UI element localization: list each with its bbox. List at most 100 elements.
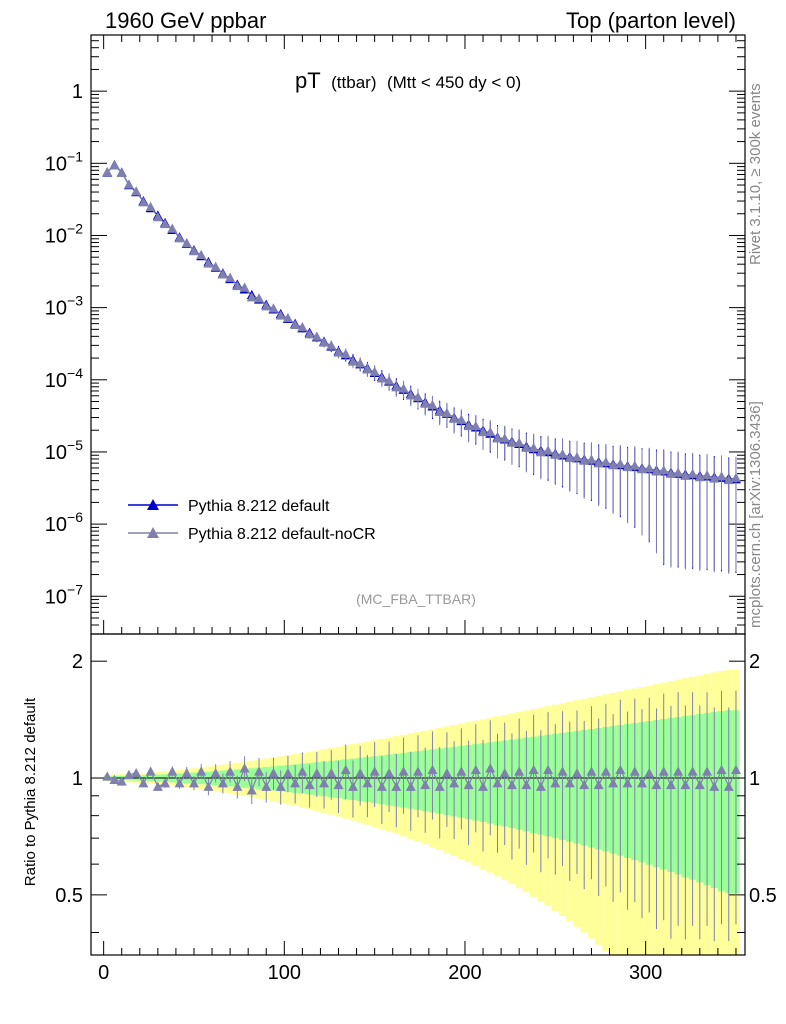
ratio-data-point: [550, 778, 561, 788]
main-plot-panel: 110−110−210−310−410−510−610−7: [45, 34, 746, 635]
ratio-data-point: [290, 778, 301, 788]
data-point: [160, 218, 171, 229]
data-point: [521, 442, 532, 452]
title-main: pT: [295, 68, 321, 93]
ratio-data-point: [384, 768, 395, 778]
ratio-data-point: [608, 778, 619, 788]
data-point: [637, 464, 648, 474]
ratio-data-point: [687, 766, 698, 776]
main-yaxis-ticks: 110−110−210−310−410−510−610−7: [45, 34, 745, 635]
ratio-data-point: [261, 781, 272, 791]
data-point: [608, 459, 619, 470]
data-point: [210, 261, 221, 271]
data-point: [665, 468, 676, 478]
data-point: [564, 452, 575, 463]
ratio-data-point: [535, 781, 546, 791]
ratio-data-point: [268, 768, 279, 778]
ytick-mantissa: 10: [45, 586, 67, 608]
ytick-label: 10−6: [45, 509, 83, 536]
ratio-data-point: [123, 769, 134, 779]
legend-label-default: Pythia 8.212 default: [188, 498, 330, 515]
ratio-data-point: [196, 766, 207, 776]
ratio-data-point: [102, 771, 113, 781]
ratio-data-point: [557, 766, 568, 776]
ytick-label: 10−3: [45, 293, 83, 320]
ratio-data-point: [543, 764, 554, 775]
data-point: [651, 466, 662, 476]
ratio-data-point: [275, 781, 286, 791]
data-point: [702, 469, 713, 480]
data-point: [456, 414, 467, 424]
ratio-data-point: [225, 766, 236, 776]
data-point: [586, 454, 597, 464]
ratio-data-point: [203, 781, 214, 791]
ratio-data-point: [376, 781, 387, 791]
data-point: [123, 179, 134, 189]
ratio-data-point: [420, 779, 431, 790]
data-point: [217, 269, 228, 279]
ytick-label: 10−1: [45, 148, 83, 175]
ratio-data-point: [319, 778, 330, 788]
data-point: [514, 437, 525, 447]
ratio-data-point: [615, 764, 626, 775]
data-point: [131, 186, 142, 196]
data-point: [441, 407, 452, 417]
ratio-data-point: [730, 764, 741, 775]
series-nocr: [102, 160, 741, 574]
data-point: [413, 391, 423, 402]
xtick-label: 300: [629, 962, 662, 984]
main-plot-frame: [90, 34, 746, 635]
ytick-exponent: −2: [67, 220, 83, 236]
data-point: [297, 321, 308, 332]
ytick-exponent: −6: [67, 509, 83, 525]
ratio-data-point: [514, 766, 525, 776]
ratio-data-point: [441, 768, 452, 778]
ratio-data-point: [665, 779, 676, 790]
data-point: [478, 426, 489, 437]
ratio-data-point: [427, 764, 438, 775]
ratio-data-point: [622, 778, 633, 788]
data-point: [304, 329, 315, 339]
data-point: [398, 383, 409, 393]
data-point: [254, 293, 265, 303]
ratio-data-point: [362, 778, 373, 788]
ratio-data-point: [311, 768, 322, 778]
legend: Pythia 8.212 default Pythia 8.212 defaul…: [128, 498, 376, 543]
data-point: [528, 442, 539, 452]
ratio-data-point: [434, 781, 445, 791]
ratio-data-point: [160, 778, 171, 788]
ratio-data-point: [398, 766, 409, 776]
ytick-label: 1: [72, 81, 83, 103]
title-sub2: (Mtt < 450 dy < 0): [387, 73, 521, 92]
data-point: [188, 245, 199, 256]
series-line: [106, 164, 737, 480]
ratio-yaxis-ticks: 2 2 1 1 0.5 0.5: [55, 651, 777, 933]
ratio-data-point: [326, 768, 337, 778]
ratio-data-point: [188, 778, 199, 788]
ratio-data-point: [600, 766, 611, 776]
data-point: [499, 433, 510, 443]
data-point: [673, 467, 684, 477]
ratio-data-point: [680, 779, 691, 790]
ratio-data-point: [369, 766, 380, 776]
title-sub1: (ttbar): [331, 73, 376, 92]
data-point: [138, 197, 149, 207]
ratio-data-point: [521, 779, 532, 790]
data-point: [174, 233, 185, 243]
data-point: [181, 237, 192, 248]
ratio-data-point: [492, 778, 503, 788]
ratio-data-point: [716, 764, 727, 775]
data-point: [730, 472, 741, 482]
ratio-data-point: [579, 779, 590, 790]
ratio-data-point: [528, 764, 539, 775]
header-left: 1960 GeV ppbar: [105, 8, 266, 33]
ytick-mantissa: 10: [45, 442, 67, 464]
ratio-data-point: [254, 766, 265, 776]
ytick-mantissa: 10: [45, 298, 67, 320]
ratio-data-point: [391, 781, 402, 791]
data-point: [116, 167, 127, 177]
data-point: [311, 331, 322, 341]
ytick-exponent: −4: [67, 365, 83, 381]
ratio-data-point: [246, 785, 257, 795]
data-point: [615, 458, 626, 468]
